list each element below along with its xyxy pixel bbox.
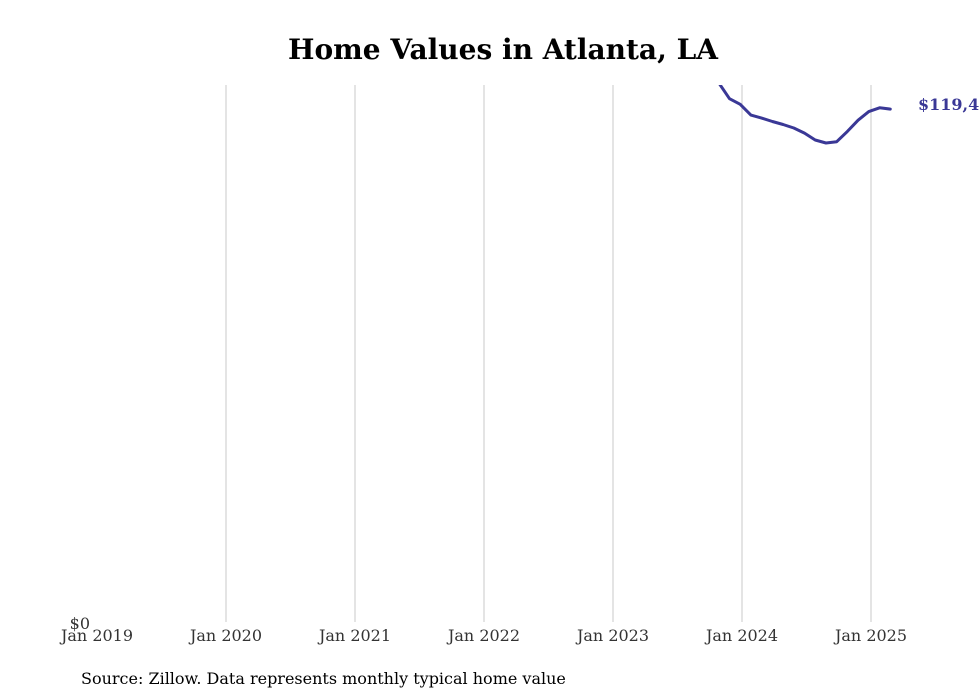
x-tick-label: Jan 2025	[833, 626, 907, 645]
x-tick-label: Jan 2020	[188, 626, 262, 645]
x-tick-label: Jan 2021	[317, 626, 391, 645]
series-line	[718, 85, 892, 145]
x-axis-ticks: Jan 2019 Jan 2020 Jan 2021 Jan 2022 Jan 2023…	[59, 626, 907, 645]
x-tick-label: Jan 2023	[575, 626, 649, 645]
x-tick-label: Jan 2022	[446, 626, 520, 645]
series-end-label: $119,4	[918, 95, 979, 114]
y-tick-label: $0	[70, 614, 90, 633]
gridlines	[225, 85, 872, 622]
x-tick-label: Jan 2019	[59, 626, 133, 645]
chart-title: Home Values in Atlanta, LA	[288, 33, 719, 66]
source-note: Source: Zillow. Data represents monthly …	[81, 669, 566, 688]
x-tick-label: Jan 2024	[704, 626, 778, 645]
